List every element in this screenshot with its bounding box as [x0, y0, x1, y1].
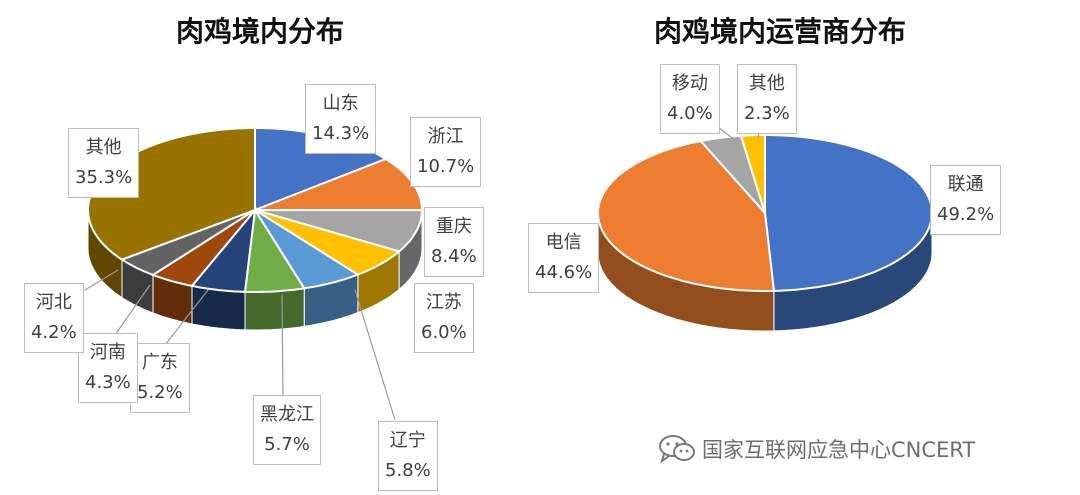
chart1-title: 肉鸡境内分布 — [175, 15, 344, 48]
pie-chart-2 — [597, 134, 933, 332]
slice-label-1-10: 其他 35.3% — [68, 128, 140, 198]
slice-value: 6.0% — [421, 322, 467, 343]
leader-line — [114, 284, 151, 336]
slice-3-top — [698, 134, 766, 214]
slice-name: 电信 — [545, 232, 582, 253]
slice-label-1-3: 重庆 8.4% — [424, 207, 484, 277]
slice-label-1-5: 辽宁 5.8% — [378, 421, 438, 491]
slice-value: 2.3% — [744, 103, 790, 124]
slice-value: 14.3% — [312, 123, 370, 144]
slice-6-top — [243, 207, 306, 293]
slice-value: 4.0% — [667, 103, 713, 124]
slice-4-top — [739, 134, 766, 214]
slice-label-2-1: 联通 49.2% — [930, 165, 1002, 235]
slice-label-1-8: 河南 4.3% — [78, 333, 138, 403]
slice-name: 江苏 — [425, 292, 462, 313]
slice-name: 其他 — [85, 137, 122, 158]
slice-value: 5.7% — [264, 434, 310, 455]
leader-line — [164, 289, 209, 346]
slice-value: 35.3% — [75, 167, 133, 188]
slice-name: 重庆 — [435, 216, 472, 237]
slice-value: 4.2% — [31, 322, 77, 343]
slice-label-1-6: 黑龙江 5.7% — [253, 395, 321, 465]
slice-3-top — [254, 209, 424, 253]
slice-name: 黑龙江 — [260, 404, 314, 425]
slice-value: 5.2% — [137, 382, 183, 403]
slice-8-top — [150, 209, 256, 287]
slice-label-1-4: 江苏 6.0% — [414, 283, 474, 353]
slice-name: 辽宁 — [389, 430, 426, 451]
slice-name: 河南 — [89, 342, 126, 363]
slice-name: 浙江 — [427, 126, 464, 147]
slice-name: 广东 — [141, 352, 178, 373]
slice-side-6 — [244, 287, 305, 331]
slice-value: 10.7% — [417, 156, 475, 177]
slice-5-top — [254, 209, 361, 290]
watermark-text: 国家互联网应急中心CNCERT — [702, 438, 976, 462]
slice-name: 其他 — [748, 73, 785, 94]
chart2-title: 肉鸡境内运营商分布 — [653, 15, 906, 48]
slice-label-2-2: 电信 44.6% — [528, 223, 600, 293]
slice-label-1-1: 山东 14.3% — [305, 84, 377, 154]
slice-value: 4.3% — [85, 372, 131, 393]
slice-2-top — [597, 139, 776, 292]
slice-label-1-2: 浙江 10.7% — [410, 117, 482, 187]
wechat-icon — [659, 435, 695, 464]
slice-value: 5.8% — [385, 460, 431, 481]
slice-label-2-3: 移动 4.0% — [660, 64, 720, 134]
leader-line — [354, 289, 396, 421]
slice-value: 49.2% — [937, 204, 995, 225]
slice-name: 河北 — [35, 292, 72, 313]
watermark: 国家互联网应急中心CNCERT — [658, 432, 1058, 466]
leader-line — [281, 294, 284, 396]
slice-label-1-7: 广东 5.2% — [130, 343, 190, 413]
slice-4-top — [254, 209, 402, 276]
slice-value: 8.4% — [431, 246, 477, 267]
slice-9-top — [119, 209, 256, 277]
slice-value: 44.6% — [535, 262, 593, 283]
slice-label-2-4: 其他 2.3% — [737, 64, 797, 134]
leader-line — [84, 269, 119, 291]
slice-name: 联通 — [947, 174, 984, 195]
slice-name: 山东 — [322, 93, 359, 114]
slice-name: 移动 — [671, 73, 708, 94]
slice-label-1-9: 河北 4.2% — [24, 283, 84, 353]
